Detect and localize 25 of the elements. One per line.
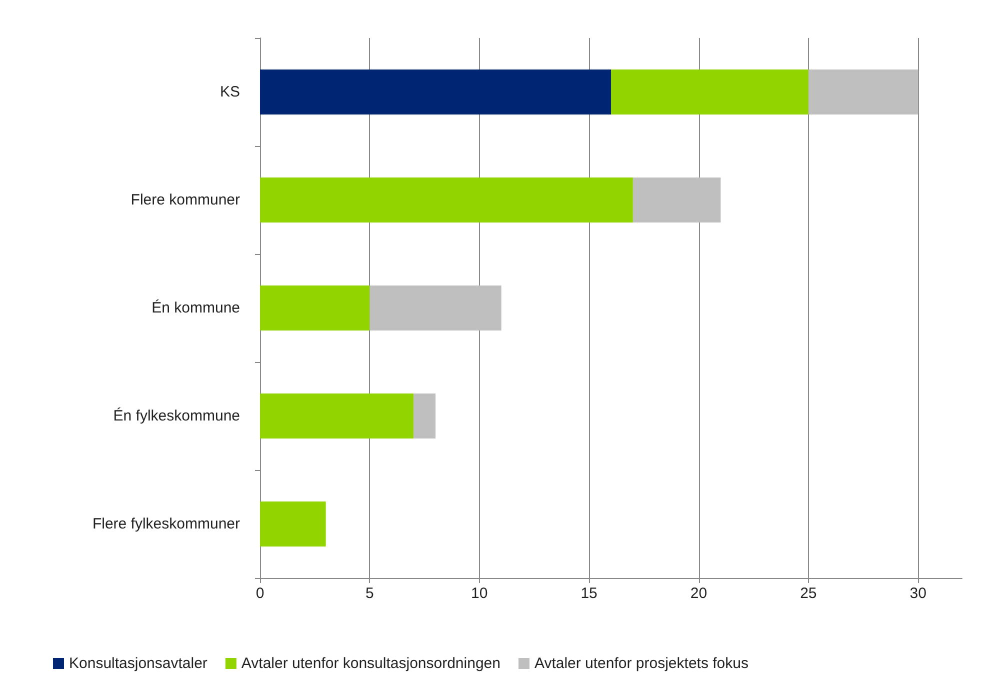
legend-label: Avtaler utenfor konsultasjonsordningen (241, 655, 500, 672)
bar (808, 70, 918, 114)
bar (632, 178, 721, 222)
y-tick-label: Flere kommuner (130, 192, 240, 208)
y-tick-label: Én kommune (152, 298, 240, 316)
y-tick-label: Én fylkeskommune (113, 406, 240, 424)
x-tick-label: 10 (471, 585, 488, 602)
bar (260, 394, 414, 438)
bar (414, 394, 436, 438)
bar (260, 178, 633, 222)
bar (370, 286, 502, 330)
x-tick-label: 5 (366, 585, 374, 602)
bar (260, 502, 326, 546)
y-tick-label: Flere fylkeskommuner (92, 516, 240, 532)
legend-label: Konsultasjonsavtaler (69, 655, 208, 672)
bar (260, 70, 611, 114)
bar (260, 286, 370, 330)
x-tick-label: 30 (910, 585, 926, 602)
y-tick-label: KS (220, 84, 240, 100)
legend-label: Avtaler utenfor prosjektets fokus (534, 655, 748, 672)
bar (611, 70, 808, 114)
x-tick-label: 20 (690, 585, 708, 602)
x-tick-label: 0 (256, 585, 264, 602)
x-tick-label: 25 (800, 585, 817, 602)
x-tick-label: 15 (580, 585, 598, 602)
